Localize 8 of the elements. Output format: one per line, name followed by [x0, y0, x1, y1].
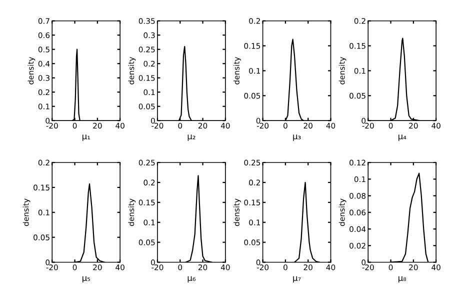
- x-axis-title: μ₁: [82, 134, 90, 141]
- x-axis-title: μ₅: [82, 276, 90, 283]
- x-axis-title: μ₃: [293, 134, 301, 141]
- x-axis-title: μ₇: [293, 276, 301, 283]
- x-axis-title: μ₂: [188, 134, 196, 141]
- x-axis-title: μ₆: [188, 276, 196, 283]
- x-axis-title: μ₄: [398, 134, 406, 141]
- x-axis-title: μ₈: [398, 276, 406, 283]
